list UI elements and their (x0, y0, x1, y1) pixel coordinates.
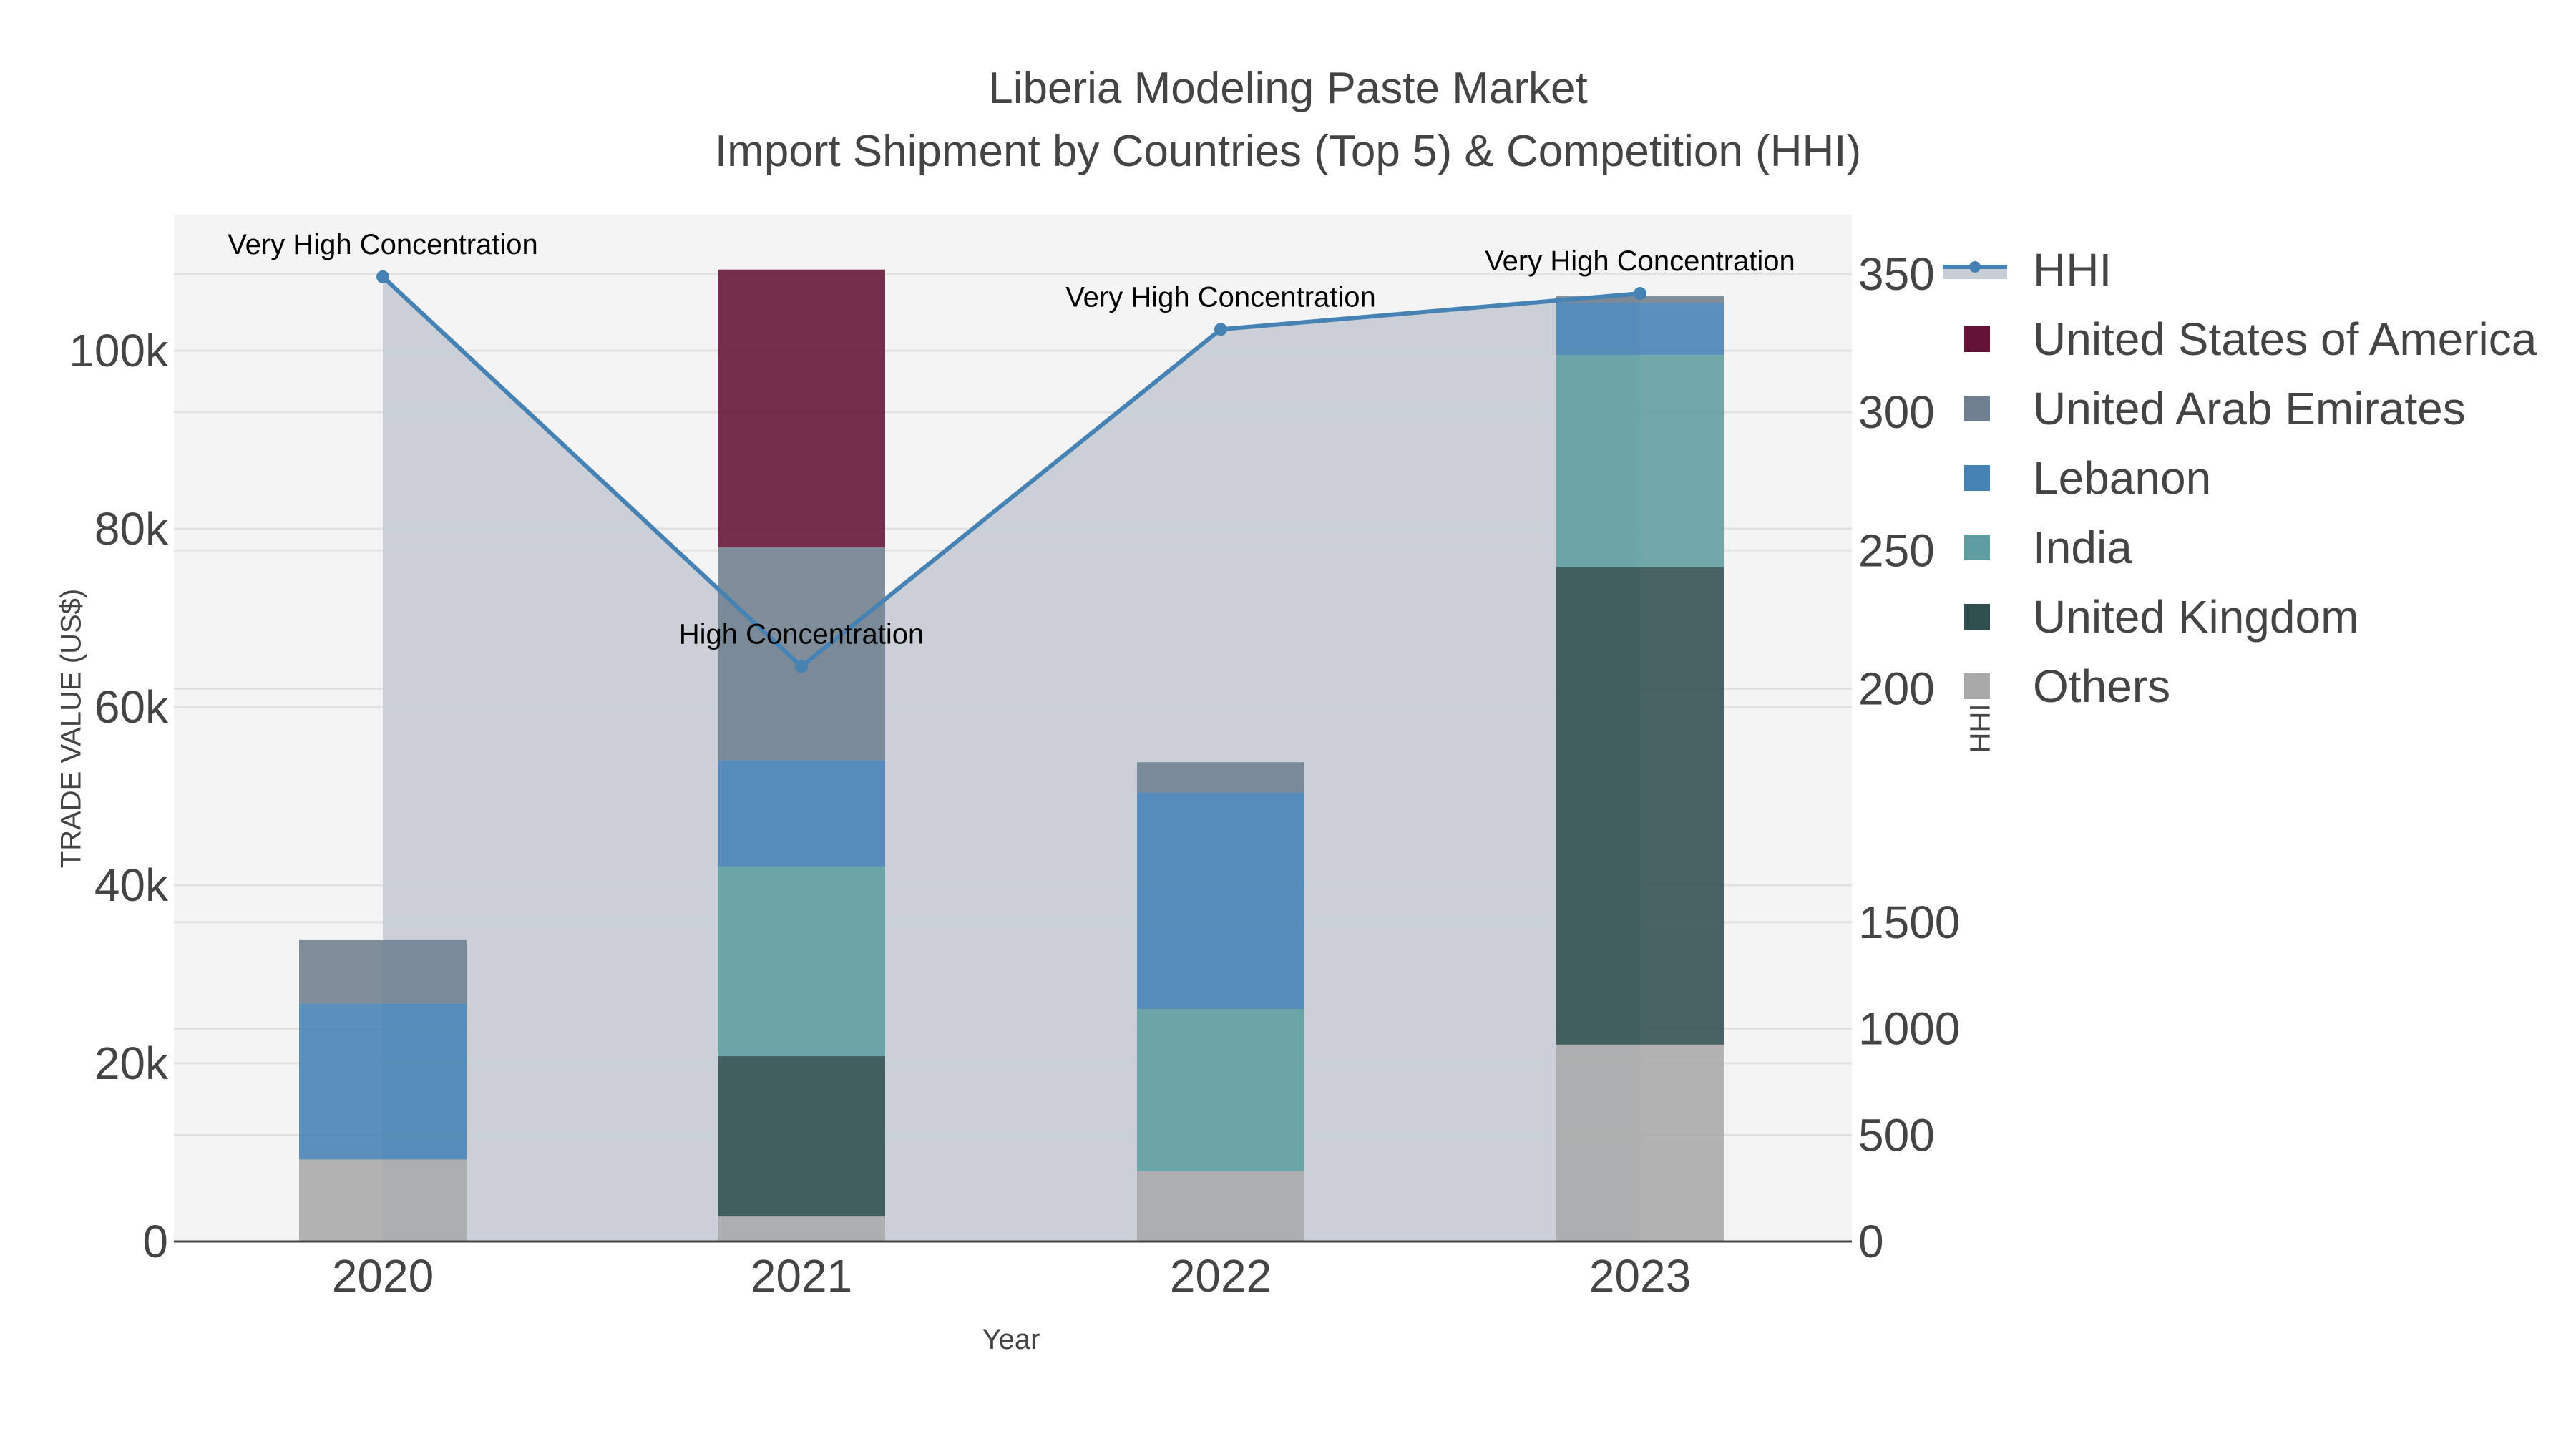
hhi-marker[interactable] (376, 270, 389, 283)
chart-subtitle: Import Shipment by Countries (Top 5) & C… (714, 127, 1862, 176)
square-swatch-icon (1964, 673, 1990, 699)
hhi-marker[interactable] (795, 660, 808, 673)
bar-segment[interactable] (1137, 792, 1304, 1010)
x-tick-label: 2023 (1589, 1250, 1691, 1302)
bar-segment[interactable] (1137, 762, 1304, 793)
x-tick-label: 2022 (1170, 1250, 1272, 1302)
legend-label: Others (2033, 660, 2171, 712)
square-swatch-icon (1964, 326, 1990, 352)
legend-label: India (2033, 521, 2132, 573)
x-tick-label: 2021 (751, 1250, 852, 1302)
bar-segment[interactable] (1556, 567, 1724, 1045)
bar-segment[interactable] (1556, 1044, 1724, 1241)
y-tick-label: 80k (94, 503, 169, 555)
hhi-annotation: Very High Concentration (228, 229, 538, 260)
square-swatch-icon (1964, 395, 1990, 421)
y-tick-label: 0 (142, 1216, 168, 1267)
hhi-annotation: High Concentration (679, 619, 924, 650)
legend-item-uk[interactable]: United Kingdom (1943, 582, 2537, 651)
legend: HHI United States of America United Arab… (1943, 235, 2537, 721)
bar-segment[interactable] (718, 1056, 885, 1217)
legend-item-others[interactable]: Others (1943, 651, 2537, 721)
legend-item-hhi[interactable]: HHI (1943, 235, 2537, 304)
legend-label: HHI (2033, 243, 2112, 296)
hhi-annotation: Very High Concentration (1065, 281, 1376, 313)
legend-item-india[interactable]: India (1943, 512, 2537, 582)
y-tick-label: 60k (94, 681, 169, 733)
y2-tick-label: 1500 (1858, 897, 1960, 948)
square-swatch-icon (1964, 464, 1990, 491)
legend-label: Lebanon (2033, 452, 2212, 504)
legend-item-lebanon[interactable]: Lebanon (1943, 443, 2537, 512)
y2-tick-label: 200 (1858, 663, 1935, 714)
chart-title: Liberia Modeling Paste Market (988, 64, 1588, 113)
y2-tick-label: 350 (1858, 248, 1935, 300)
y-axis-title: TRADE VALUE (US$) (55, 588, 87, 869)
y-tick-label: 40k (94, 859, 169, 911)
hhi-area (383, 276, 1640, 1242)
bar-segment[interactable] (1556, 303, 1724, 356)
legend-item-usa[interactable]: United States of America (1943, 304, 2537, 374)
bar-segment[interactable] (1137, 1009, 1304, 1171)
hhi-line (381, 275, 1641, 670)
hhi-marker[interactable] (1634, 287, 1646, 301)
bar-segment[interactable] (718, 547, 885, 761)
hhi-annotation: Very High Concentration (1485, 245, 1795, 277)
y2-tick-label: 1000 (1858, 1003, 1960, 1055)
y-tick-label: 100k (69, 325, 169, 376)
legend-label: United Arab Emirates (2033, 382, 2466, 434)
bar-segment[interactable] (718, 269, 885, 548)
y2-tick-label: 0 (1858, 1216, 1884, 1267)
legend-label: United Kingdom (2033, 590, 2359, 643)
y2-tick-label: 500 (1858, 1109, 1935, 1161)
bar-segment[interactable] (299, 939, 467, 1004)
legend-item-uae[interactable]: United Arab Emirates (1943, 374, 2537, 443)
bar-segment[interactable] (1137, 1171, 1304, 1241)
bar-segment[interactable] (299, 1003, 467, 1160)
y2-tick-label: 300 (1858, 386, 1935, 438)
bar-segment[interactable] (718, 760, 885, 867)
x-tick-label: 2020 (332, 1250, 434, 1302)
legend-label: United States of America (2033, 313, 2537, 365)
y-tick-label: 20k (94, 1038, 169, 1089)
bar-segment[interactable] (299, 1159, 467, 1241)
bar-segment[interactable] (718, 866, 885, 1057)
bar-segment[interactable] (1556, 355, 1724, 567)
y2-tick-label: 250 (1858, 525, 1935, 576)
x-axis-title: Year (982, 1324, 1040, 1355)
bar-segment[interactable] (718, 1216, 885, 1241)
hhi-marker[interactable] (1214, 323, 1227, 336)
line-marker-icon (1943, 258, 2007, 282)
square-swatch-icon (1964, 603, 1990, 630)
square-swatch-icon (1964, 534, 1990, 560)
